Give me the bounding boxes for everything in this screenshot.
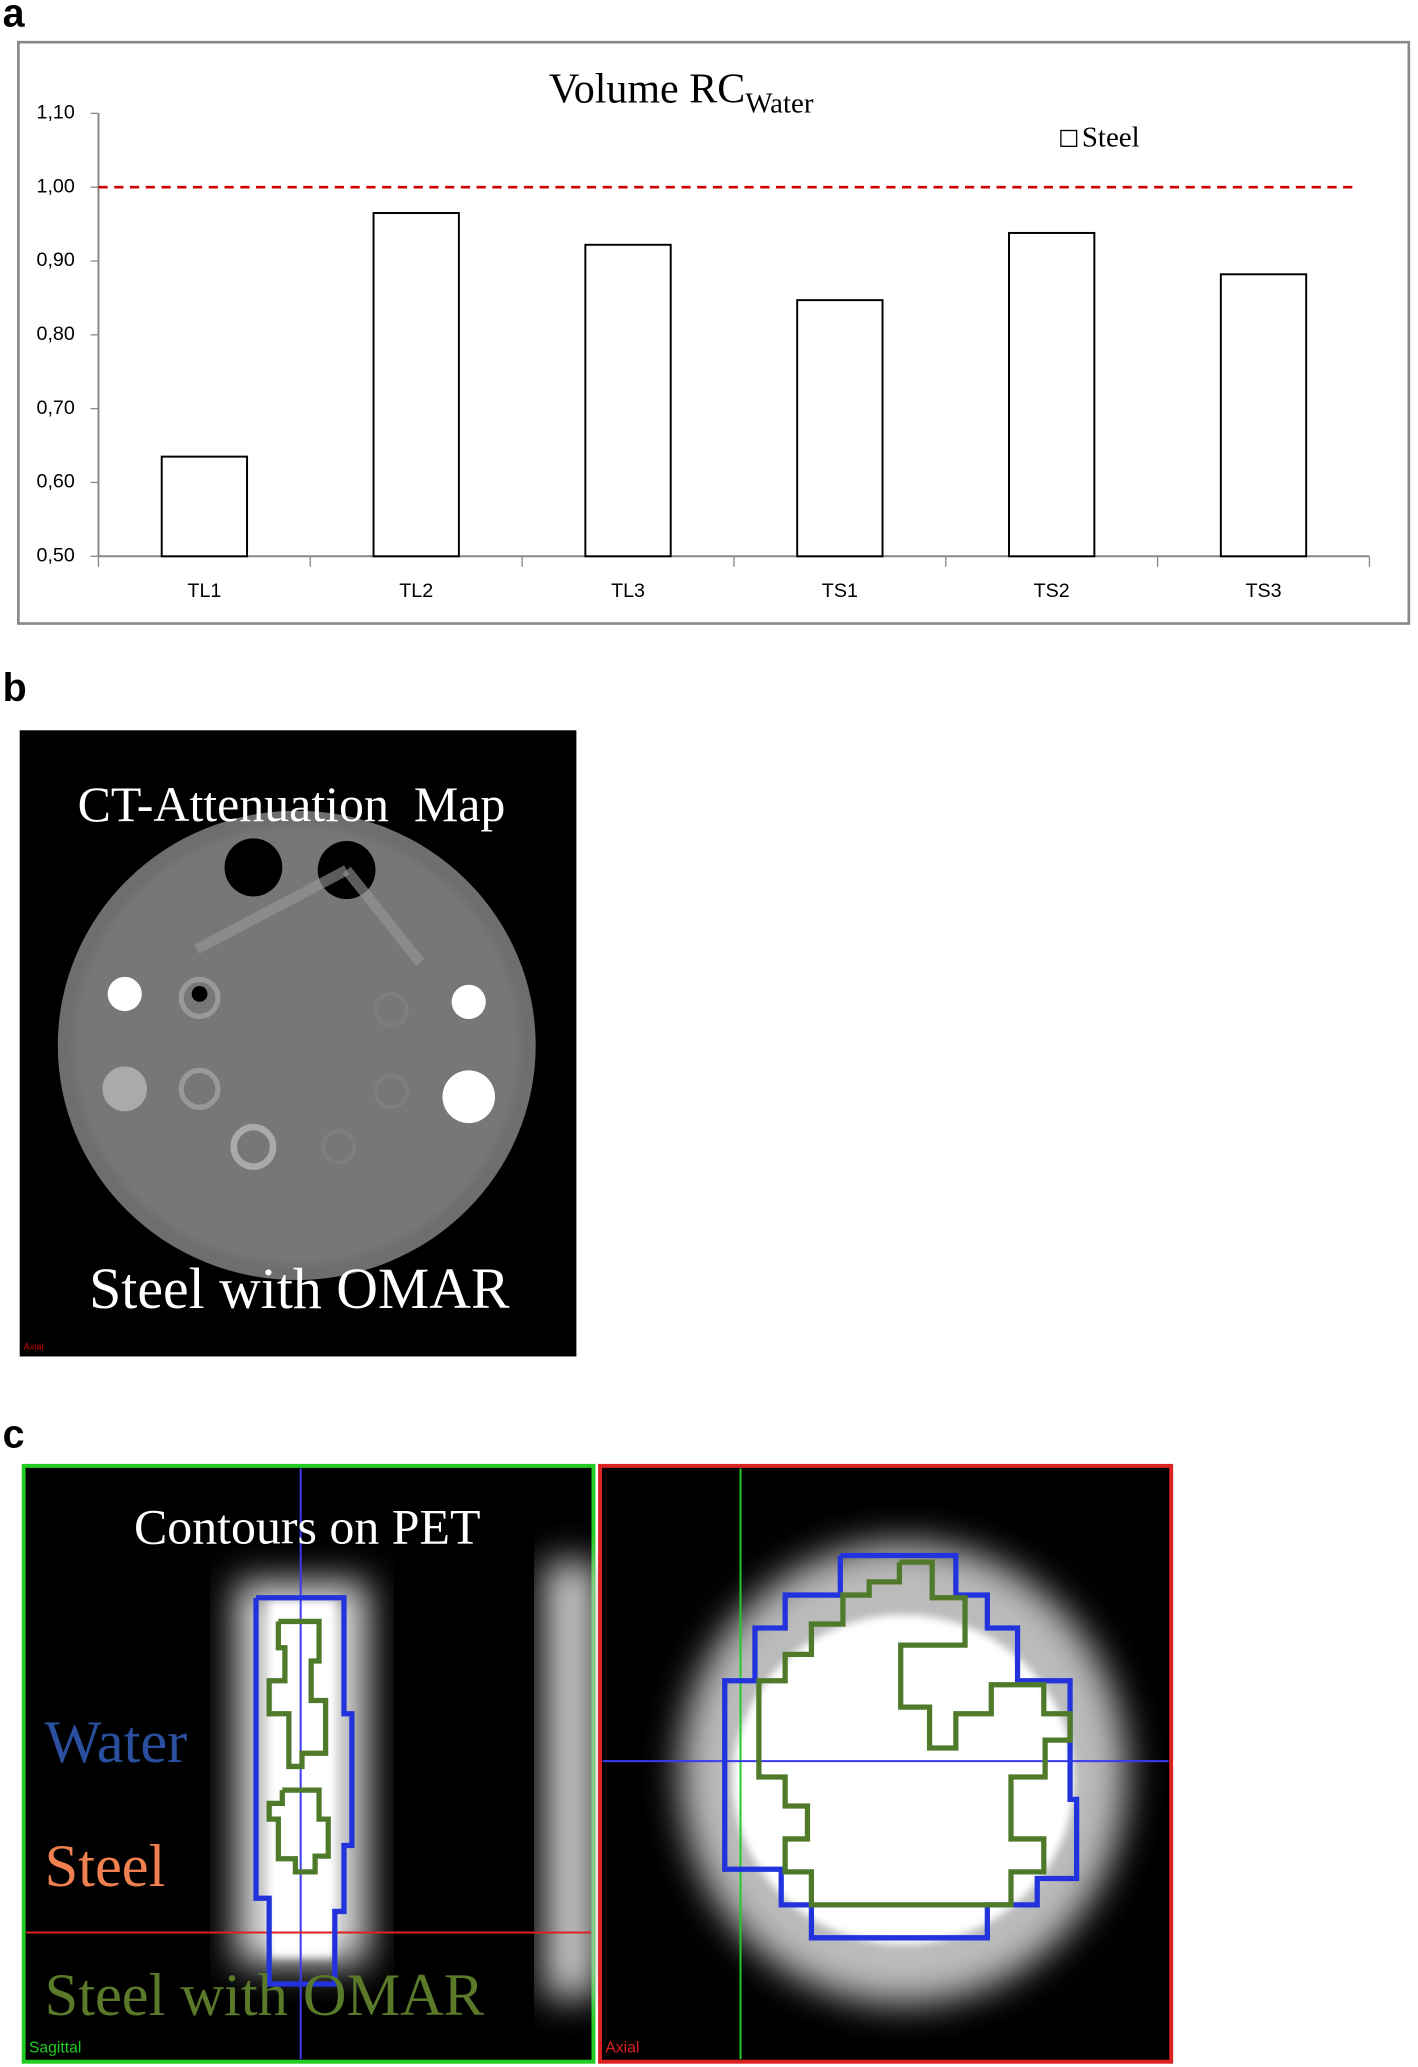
legend-label: Steel (1082, 121, 1140, 153)
title-subscript: Water (745, 87, 814, 119)
panel-label: a (3, 0, 26, 35)
view-label: Axial (605, 2040, 639, 2057)
bar (1219, 273, 1308, 558)
image-title: Contours on PET (134, 1498, 480, 1554)
legend-label: Steel with OMAR (45, 1962, 485, 2029)
image-title: CT-Attenuation Map (78, 776, 506, 832)
y-tick-label: 0,80 (37, 323, 75, 345)
pet-axial (598, 1463, 1174, 2064)
y-tick-label: 1,00 (37, 175, 75, 197)
pet-sagittal (21, 1463, 598, 2064)
bar (372, 212, 460, 558)
view-label: Axial (24, 1342, 44, 1352)
legend-label: Steel (45, 1833, 166, 1900)
plot: 0,50 0,60 0,70 0,80 0,90 1,00 1,10 TL1 TL2 TL3 TS1… (37, 102, 1371, 602)
bar (796, 299, 884, 558)
bar (1008, 231, 1096, 558)
x-tick-label: TL3 (611, 580, 645, 602)
panel-label: b (3, 666, 27, 710)
x-tick-label: TS3 (1245, 580, 1281, 602)
y-tick-label: 1,10 (37, 102, 75, 124)
panel-label: c (3, 1412, 25, 1456)
legend-label: Water (45, 1709, 188, 1776)
bar (584, 243, 672, 558)
y-tick-label: 0,50 (37, 544, 75, 566)
x-tick-label: TS1 (822, 580, 858, 602)
y-tick-label: 0,60 (37, 471, 75, 493)
y-tick-label: 0,70 (37, 397, 75, 419)
y-tick-label: 0,90 (37, 249, 75, 271)
x-tick-label: TS2 (1034, 580, 1070, 602)
chart-title: Volume RCWater (549, 65, 814, 119)
image-caption: Steel with OMAR (89, 1256, 510, 1321)
x-tick-label: TL1 (187, 580, 221, 602)
x-tick-label: TL2 (399, 580, 433, 602)
view-label: Sagittal (29, 2040, 81, 2057)
chart-frame (17, 40, 1411, 625)
title-main: Volume RC (549, 65, 745, 112)
legend-swatch (1060, 129, 1078, 147)
bar (160, 455, 249, 558)
ct-image (19, 730, 577, 1357)
